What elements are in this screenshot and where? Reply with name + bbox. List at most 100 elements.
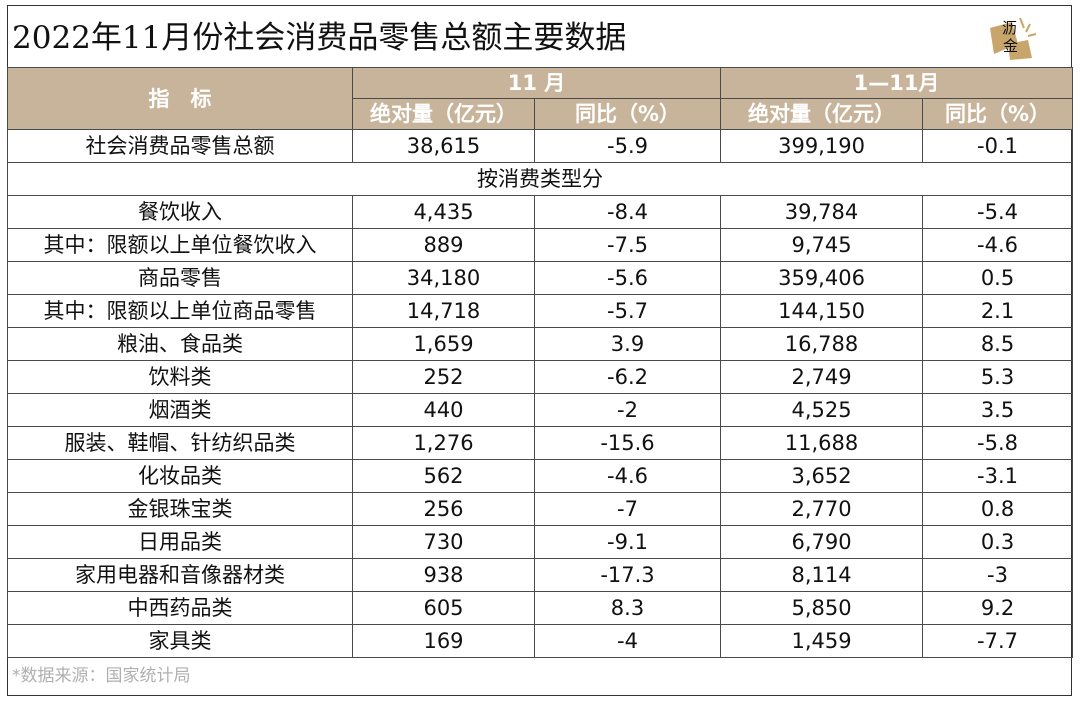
cell-value: -3.1 [922, 459, 1074, 493]
cell-value: 359,406 [720, 261, 924, 295]
page-title: 2022年11月份社会消费品零售总额主要数据 [12, 20, 627, 56]
header-indicator: 指 标 [7, 67, 353, 130]
cell-value: 34,180 [352, 261, 535, 295]
brand-logo: 沥 金 [988, 14, 1044, 62]
cell-value: -5.7 [533, 294, 722, 328]
cell-value: 9.2 [922, 591, 1074, 625]
row-label: 家具类 [7, 624, 353, 658]
cell-value: -9.1 [533, 525, 722, 559]
cell-value: -0.1 [922, 129, 1074, 163]
cell-value: -3 [922, 558, 1074, 592]
table-row: 其中：限额以上单位商品零售 14,718 -5.7 144,150 2.1 [7, 294, 1074, 328]
table-row-section: 按消费类型分 [6, 162, 1074, 196]
cell-value: 399,190 [720, 129, 924, 163]
cell-value: 252 [352, 360, 535, 394]
table-row: 化妆品类 562 -4.6 3,652 -3.1 [7, 459, 1074, 493]
row-label: 商品零售 [7, 261, 353, 295]
cell-value: 8.3 [533, 591, 722, 625]
cell-value: 1,459 [720, 624, 924, 658]
cell-value: -4.6 [922, 228, 1074, 262]
cell-value: 605 [352, 591, 535, 625]
cell-value: 938 [352, 558, 535, 592]
row-label: 其中：限额以上单位餐饮收入 [7, 228, 353, 262]
logo-char-top: 沥 [1002, 19, 1018, 37]
cell-value: 0.8 [922, 492, 1074, 526]
logo-char-bottom: 金 [1003, 37, 1019, 55]
cell-value: -7 [533, 492, 722, 526]
cell-value: 889 [352, 228, 535, 262]
row-label: 烟酒类 [7, 393, 353, 427]
cell-value: 3,652 [720, 459, 924, 493]
cell-value: -4 [533, 624, 722, 658]
cell-value: 1,276 [352, 426, 535, 460]
cell-value: -6.2 [533, 360, 722, 394]
cell-value: 3.9 [533, 327, 722, 361]
cell-value: 16,788 [720, 327, 924, 361]
table-row: 中西药品类 605 8.3 5,850 9.2 [7, 591, 1074, 625]
cell-value: 0.3 [922, 525, 1074, 559]
cell-value: -8.4 [533, 195, 722, 229]
cell-value: 440 [352, 393, 535, 427]
cell-value: -4.6 [533, 459, 722, 493]
cell-value: 730 [352, 525, 535, 559]
table-row: 烟酒类 440 -2 4,525 3.5 [7, 393, 1074, 427]
cell-value: 562 [352, 459, 535, 493]
cell-value: 5,850 [720, 591, 924, 625]
cell-value: 8,114 [720, 558, 924, 592]
cell-value: 4,435 [352, 195, 535, 229]
cell-value: 169 [352, 624, 535, 658]
data-source-note: *数据来源：国家统计局 [12, 666, 191, 686]
table-row: 金银珠宝类 256 -7 2,770 0.8 [7, 492, 1074, 526]
row-label: 饮料类 [7, 360, 353, 394]
cell-value: 3.5 [922, 393, 1074, 427]
cell-value: 6,790 [720, 525, 924, 559]
cell-value: -5.8 [922, 426, 1074, 460]
cell-value: 1,659 [352, 327, 535, 361]
cell-value: -7.7 [922, 624, 1074, 658]
table-row: 服装、鞋帽、针纺织品类 1,276 -15.6 11,688 -5.8 [7, 426, 1074, 460]
cell-value: -7.5 [533, 228, 722, 262]
row-label: 服装、鞋帽、针纺织品类 [7, 426, 353, 460]
cell-value: 0.5 [922, 261, 1074, 295]
cell-value: 14,718 [352, 294, 535, 328]
table-row: 饮料类 252 -6.2 2,749 5.3 [7, 360, 1074, 394]
table-row: 家用电器和音像器材类 938 -17.3 8,114 -3 [7, 558, 1074, 592]
table-row: 商品零售 34,180 -5.6 359,406 0.5 [7, 261, 1074, 295]
cell-value: 39,784 [720, 195, 924, 229]
table-row: 餐饮收入 4,435 -8.4 39,784 -5.4 [7, 195, 1074, 229]
table-row: 其中：限额以上单位餐饮收入 889 -7.5 9,745 -4.6 [7, 228, 1074, 262]
cell-value: 9,745 [720, 228, 924, 262]
header-yoy-nov: 同比（%） [533, 98, 722, 130]
cell-value: -5.6 [533, 261, 722, 295]
header-group-november: 11 月 [351, 67, 722, 99]
cell-value: 38,615 [352, 129, 535, 163]
row-label: 日用品类 [7, 525, 353, 559]
cell-value: -17.3 [533, 558, 722, 592]
cell-value: 8.5 [922, 327, 1074, 361]
table-row: 粮油、食品类 1,659 3.9 16,788 8.5 [7, 327, 1074, 361]
cell-value: 5.3 [922, 360, 1074, 394]
header-absolute-ytd: 绝对量（亿元） [720, 98, 924, 130]
row-label: 中西药品类 [7, 591, 353, 625]
row-label: 粮油、食品类 [7, 327, 353, 361]
header-absolute-nov: 绝对量（亿元） [352, 98, 535, 130]
logo-mark-icon [990, 17, 1037, 60]
row-label: 社会消费品零售总额 [7, 129, 353, 163]
section-heading: 按消费类型分 [6, 162, 1074, 196]
cell-value: 2,770 [720, 492, 924, 526]
retail-sales-table: 指 标 11 月 1—11月 绝对量（亿元） 同比（%） 绝对量（亿元） 同比（… [6, 67, 1074, 658]
row-label: 其中：限额以上单位商品零售 [7, 294, 353, 328]
cell-value: -15.6 [533, 426, 722, 460]
cell-value: 256 [352, 492, 535, 526]
header-yoy-ytd: 同比（%） [922, 98, 1074, 130]
table-row: 日用品类 730 -9.1 6,790 0.3 [7, 525, 1074, 559]
row-label: 化妆品类 [7, 459, 353, 493]
row-label: 金银珠宝类 [7, 492, 353, 526]
cell-value: 2,749 [720, 360, 924, 394]
cell-value: 11,688 [720, 426, 924, 460]
cell-value: 144,150 [720, 294, 924, 328]
cell-value: -5.4 [922, 195, 1074, 229]
cell-value: 2.1 [922, 294, 1074, 328]
row-label: 家用电器和音像器材类 [7, 558, 353, 592]
